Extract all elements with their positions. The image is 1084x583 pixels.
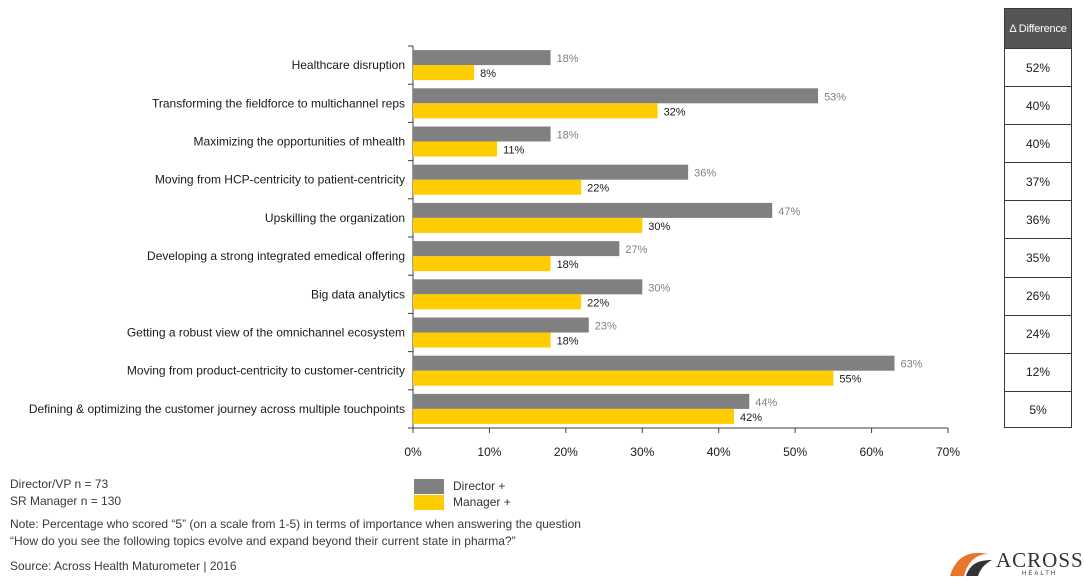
bar-manager bbox=[413, 332, 551, 348]
bar-manager bbox=[413, 217, 643, 233]
legend-item-manager: Manager + bbox=[414, 494, 511, 510]
x-tick-label: 60% bbox=[860, 445, 884, 459]
category-label: Developing a strong integrated emedical … bbox=[147, 249, 405, 263]
data-label-manager: 22% bbox=[587, 297, 609, 309]
difference-cell: 35% bbox=[1005, 238, 1071, 276]
data-label-director: 27% bbox=[625, 244, 647, 256]
difference-cell: 40% bbox=[1005, 86, 1071, 124]
bar-director bbox=[413, 393, 750, 409]
bar-manager bbox=[413, 408, 734, 424]
data-label-director: 30% bbox=[648, 282, 670, 294]
difference-cell: 5% bbox=[1005, 390, 1071, 429]
data-label-manager: 32% bbox=[664, 106, 686, 118]
across-health-logo-icon bbox=[950, 552, 992, 576]
category-label: Big data analytics bbox=[311, 287, 405, 301]
difference-cell: 52% bbox=[1005, 48, 1071, 86]
difference-cell: 26% bbox=[1005, 276, 1071, 315]
data-label-director: 36% bbox=[694, 168, 716, 180]
data-label-director: 18% bbox=[557, 53, 579, 65]
category-label: Getting a robust view of the omnichannel… bbox=[127, 326, 405, 340]
data-label-manager: 22% bbox=[587, 183, 609, 195]
bar-director bbox=[413, 164, 689, 180]
difference-cell: 40% bbox=[1005, 124, 1071, 162]
bar-director bbox=[413, 355, 895, 371]
data-label-director: 47% bbox=[778, 206, 800, 218]
bar-manager bbox=[413, 294, 582, 310]
bar-director bbox=[413, 202, 773, 218]
sample-size-director: Director/VP n = 73 bbox=[10, 477, 109, 491]
bar-manager bbox=[413, 65, 475, 81]
data-label-director: 53% bbox=[824, 91, 846, 103]
note-line-1: Note: Percentage who scored “5” (on a sc… bbox=[10, 517, 581, 531]
bar-manager bbox=[413, 141, 498, 157]
data-label-manager: 8% bbox=[480, 68, 496, 80]
note-line-2: “How do you see the following topics evo… bbox=[10, 534, 516, 548]
source-text: Source: Across Health Maturometer | 2016 bbox=[10, 559, 237, 573]
across-health-logo: ACROSS HEALTH bbox=[948, 546, 1083, 578]
data-label-director: 44% bbox=[755, 397, 777, 409]
bar-director bbox=[413, 317, 589, 333]
x-tick-label: 0% bbox=[404, 445, 422, 459]
legend-item-director: Director + bbox=[414, 478, 511, 494]
data-label-manager: 18% bbox=[557, 336, 579, 348]
chart-legend: Director + Manager + bbox=[414, 478, 511, 510]
data-label-director: 23% bbox=[595, 321, 617, 333]
data-label-director: 63% bbox=[901, 359, 923, 371]
data-label-manager: 11% bbox=[503, 145, 524, 157]
logo-subtitle: HEALTH bbox=[1022, 571, 1058, 577]
difference-cell: 12% bbox=[1005, 352, 1071, 391]
legend-swatch-director bbox=[414, 478, 444, 494]
x-tick-label: 20% bbox=[554, 445, 578, 459]
data-label-manager: 42% bbox=[740, 412, 762, 424]
category-label: Transforming the fieldforce to multichan… bbox=[152, 96, 405, 110]
bar-manager bbox=[413, 179, 582, 195]
legend-label-manager: Manager + bbox=[453, 495, 511, 509]
data-label-manager: 30% bbox=[648, 221, 670, 233]
logo-name: ACROSS bbox=[996, 548, 1084, 572]
category-label: Moving from HCP-centricity to patient-ce… bbox=[155, 173, 405, 187]
bar-manager bbox=[413, 103, 658, 119]
difference-table: Δ Difference 52% 40% 40% 37% 36% 35% 26%… bbox=[1004, 8, 1072, 428]
difference-table-header: Δ Difference bbox=[1005, 9, 1071, 48]
category-label: Maximizing the opportunities of mhealth bbox=[194, 135, 405, 149]
bar-director bbox=[413, 126, 551, 142]
difference-cell: 37% bbox=[1005, 162, 1071, 200]
legend-label-director: Director + bbox=[453, 479, 506, 493]
x-tick-label: 70% bbox=[936, 445, 960, 459]
bar-manager bbox=[413, 370, 834, 386]
x-tick-label: 40% bbox=[707, 445, 731, 459]
bar-director bbox=[413, 279, 643, 295]
bar-chart: 0% 10% 20% 30% 40% 50% 60% 70% Healthcare disrup… bbox=[29, 45, 960, 459]
sample-size-manager: SR Manager n = 130 bbox=[10, 494, 122, 508]
difference-cell: 36% bbox=[1005, 200, 1071, 238]
data-label-manager: 55% bbox=[839, 374, 861, 386]
difference-cell: 24% bbox=[1005, 314, 1071, 353]
category-label: Upskilling the organization bbox=[265, 211, 405, 225]
bar-director bbox=[413, 88, 819, 104]
bar-manager bbox=[413, 256, 551, 272]
x-tick-label: 30% bbox=[630, 445, 654, 459]
data-label-manager: 18% bbox=[557, 259, 579, 271]
bar-director bbox=[413, 241, 620, 257]
x-tick-label: 50% bbox=[783, 445, 807, 459]
data-label-director: 18% bbox=[557, 130, 579, 142]
legend-swatch-manager bbox=[414, 494, 444, 510]
category-label: Healthcare disruption bbox=[292, 58, 405, 72]
x-tick-label: 10% bbox=[477, 445, 501, 459]
bar-director bbox=[413, 50, 551, 66]
category-label: Defining & optimizing the customer journ… bbox=[29, 402, 405, 416]
category-label: Moving from product-centricity to custom… bbox=[127, 364, 405, 378]
